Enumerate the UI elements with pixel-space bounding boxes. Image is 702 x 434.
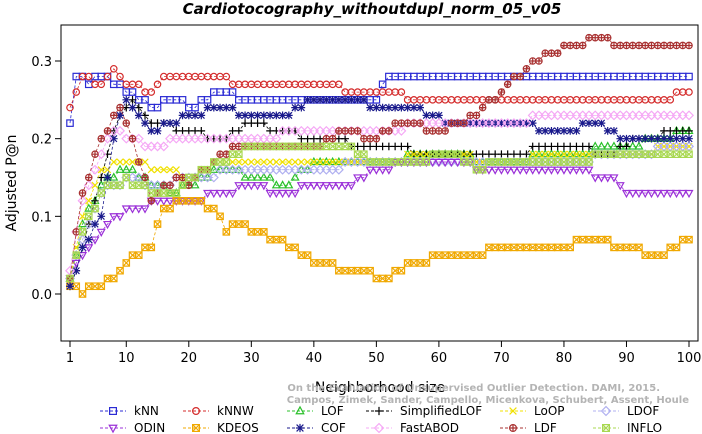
- series-markers: [66, 197, 693, 298]
- legend-entry-ldf: LDF: [500, 421, 557, 434]
- legend-label: COF: [321, 421, 346, 434]
- legend-entry-odin: ODIN: [100, 421, 165, 434]
- y-tick-label: 0.1: [31, 210, 52, 225]
- series-line: [69, 146, 689, 279]
- x-tick-label: 70: [493, 351, 510, 366]
- x-tick-label: 1: [66, 351, 74, 366]
- legend-label: KDEOS: [217, 421, 259, 434]
- legend-label: LDF: [534, 421, 557, 434]
- legend-entry-lof: LOF: [287, 404, 344, 418]
- legend-label: SimplifiedLOF: [400, 404, 482, 418]
- series-markers: [65, 158, 694, 284]
- series-markers: [66, 33, 693, 283]
- legend-label: ODIN: [134, 421, 165, 434]
- legend-marker: [108, 424, 118, 434]
- watermark-line-2: On the Evaluation of Unsupervised Outlie…: [287, 383, 660, 394]
- series-line: [69, 37, 689, 279]
- legend-marker: [509, 407, 517, 415]
- axis-layer: 1 10 20 30 40 50 60 70 80 90 100 0.0 0.1 0.2 0.3: [31, 55, 701, 366]
- legend: kNN kNNW LOF SimplifiedLOF LoOP LDOF ODIN KDEOS…: [100, 404, 662, 434]
- x-tick-label: 50: [368, 351, 385, 366]
- x-tick-label: 80: [556, 351, 573, 366]
- series-markers: [65, 125, 694, 282]
- series-kdeos: [66, 197, 693, 298]
- plot-frame: [60, 24, 699, 342]
- legend-entry-knn: kNN: [100, 404, 159, 418]
- x-tick-label: 20: [181, 351, 198, 366]
- legend-label: LOF: [321, 404, 344, 418]
- legend-label: INFLO: [627, 421, 662, 434]
- legend-marker: [192, 407, 201, 416]
- series-layer: [64, 33, 695, 298]
- legend-entry-cof: COF: [287, 421, 346, 434]
- series-line: [69, 146, 689, 279]
- x-tick-label: 60: [431, 351, 448, 366]
- legend-marker: [192, 424, 201, 433]
- legend-entry-inflo: INFLO: [593, 421, 662, 434]
- legend-entry-simplifiedlof: SimplifiedLOF: [366, 404, 482, 418]
- x-tick-label: 100: [677, 351, 702, 366]
- chart-title: Cardiotocography_withoutdupl_norm_05_v05: [183, 0, 562, 18]
- legend-marker: [374, 406, 384, 416]
- series-ldf: [66, 33, 693, 283]
- legend-entry-knnw: kNNW: [183, 404, 254, 418]
- legend-label: kNNW: [217, 404, 254, 418]
- y-tick-label: 0.3: [31, 55, 52, 70]
- legend-label: LoOP: [534, 404, 565, 418]
- legend-marker: [373, 422, 385, 434]
- x-tick-label: 40: [306, 351, 323, 366]
- legend-label: LDOF: [627, 404, 659, 418]
- legend-label: kNN: [134, 404, 159, 418]
- watermark-line-1: Campos, Zimek, Sander, Campello, Micenko…: [287, 395, 689, 406]
- legend-label: FastABOD: [400, 421, 459, 434]
- legend-marker: [108, 407, 117, 416]
- y-tick-label: 0.0: [31, 288, 52, 303]
- legend-marker: [601, 424, 610, 433]
- legend-marker: [509, 424, 518, 433]
- series-line: [69, 99, 689, 287]
- series-line: [69, 146, 689, 279]
- y-axis-label: Adjusted P@n: [4, 134, 20, 231]
- legend-entry-loop: LoOP: [500, 404, 565, 418]
- series-lof: [65, 125, 694, 282]
- legend-entry-kdeos: KDEOS: [183, 421, 259, 434]
- legend-marker: [600, 405, 612, 417]
- series-line: [69, 161, 689, 279]
- x-axis-label: Neighborhood size: [315, 380, 445, 396]
- series-inflo: [66, 142, 693, 283]
- x-tick-label: 30: [243, 351, 260, 366]
- series-markers: [66, 142, 693, 283]
- legend-marker: [295, 405, 305, 415]
- x-tick-label: 90: [618, 351, 635, 366]
- y-tick-label: 0.2: [31, 133, 52, 148]
- legend-marker: [295, 423, 305, 433]
- series-line: [69, 115, 689, 271]
- series-odin: [65, 158, 694, 284]
- legend-entry-ldof: LDOF: [593, 404, 659, 418]
- series-line: [69, 99, 689, 287]
- legend-entry-fastabod: FastABOD: [366, 421, 459, 434]
- x-tick-label: 10: [118, 351, 135, 366]
